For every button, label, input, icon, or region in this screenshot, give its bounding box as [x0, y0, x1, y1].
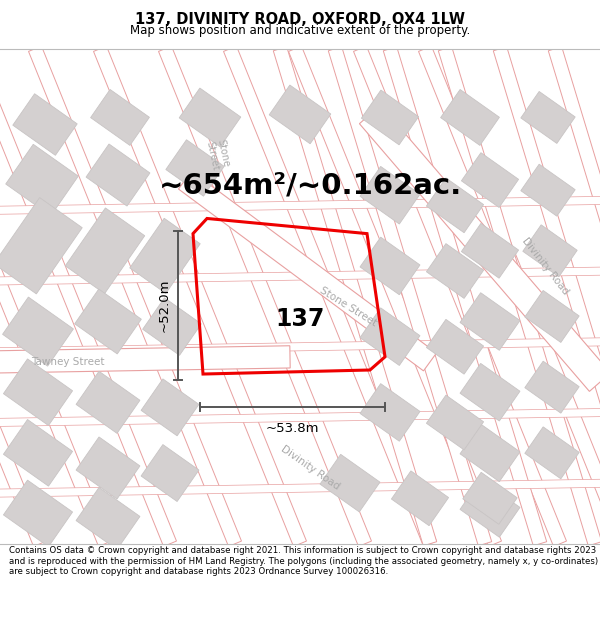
Polygon shape [86, 144, 150, 206]
Polygon shape [0, 196, 600, 214]
Text: 137, DIVINITY ROAD, OXFORD, OX4 1LW: 137, DIVINITY ROAD, OXFORD, OX4 1LW [135, 12, 465, 27]
Polygon shape [521, 164, 575, 216]
Polygon shape [525, 361, 579, 413]
Polygon shape [320, 454, 380, 512]
Polygon shape [360, 384, 420, 441]
Polygon shape [525, 427, 579, 479]
Polygon shape [391, 471, 449, 526]
Polygon shape [0, 46, 112, 546]
Polygon shape [0, 198, 82, 294]
Polygon shape [427, 244, 484, 298]
Polygon shape [274, 47, 437, 546]
Polygon shape [427, 395, 484, 450]
Text: ~52.0m: ~52.0m [157, 279, 170, 332]
Text: 137: 137 [275, 308, 325, 331]
Polygon shape [427, 178, 484, 232]
Polygon shape [0, 46, 176, 546]
Polygon shape [0, 338, 600, 356]
Polygon shape [65, 208, 145, 294]
Text: ~53.8m: ~53.8m [266, 421, 319, 434]
Polygon shape [0, 479, 600, 498]
Polygon shape [383, 47, 547, 546]
Polygon shape [4, 419, 73, 486]
Polygon shape [91, 89, 149, 146]
Text: Divinity Road: Divinity Road [279, 444, 341, 492]
Polygon shape [74, 289, 142, 354]
Polygon shape [360, 166, 420, 224]
Polygon shape [76, 371, 140, 433]
Polygon shape [523, 225, 577, 277]
Polygon shape [361, 90, 419, 145]
Polygon shape [166, 140, 224, 196]
Text: Map shows position and indicative extent of the property.: Map shows position and indicative extent… [130, 24, 470, 36]
Polygon shape [143, 298, 202, 356]
Polygon shape [179, 88, 241, 147]
Polygon shape [141, 379, 199, 436]
Polygon shape [360, 308, 420, 366]
Polygon shape [130, 218, 200, 293]
Polygon shape [6, 144, 78, 216]
Polygon shape [0, 346, 290, 373]
Polygon shape [76, 437, 140, 499]
Polygon shape [158, 46, 371, 546]
Polygon shape [289, 46, 502, 546]
Polygon shape [13, 94, 77, 155]
Polygon shape [461, 223, 518, 278]
Polygon shape [2, 297, 73, 366]
Polygon shape [521, 91, 575, 143]
Polygon shape [461, 152, 518, 208]
Polygon shape [440, 89, 499, 146]
Text: Stone Street: Stone Street [318, 285, 378, 328]
Polygon shape [29, 46, 241, 546]
Polygon shape [360, 237, 420, 295]
Polygon shape [525, 291, 579, 342]
Polygon shape [141, 444, 199, 501]
Polygon shape [548, 47, 600, 546]
Polygon shape [439, 47, 600, 546]
Polygon shape [359, 105, 600, 391]
Polygon shape [353, 46, 566, 546]
Polygon shape [460, 292, 520, 350]
Text: Contains OS data © Crown copyright and database right 2021. This information is : Contains OS data © Crown copyright and d… [9, 546, 598, 576]
Polygon shape [0, 46, 46, 546]
Polygon shape [4, 359, 73, 426]
Polygon shape [419, 46, 600, 546]
Polygon shape [178, 171, 437, 371]
Polygon shape [460, 424, 520, 482]
Polygon shape [4, 480, 73, 547]
Polygon shape [224, 46, 436, 546]
Polygon shape [427, 319, 484, 374]
Polygon shape [76, 488, 140, 549]
Polygon shape [460, 363, 520, 421]
Text: Stone
Street: Stone Street [205, 138, 232, 171]
Polygon shape [269, 85, 331, 144]
Text: Divinity Road: Divinity Road [520, 236, 570, 296]
Polygon shape [328, 47, 491, 546]
Text: Tawney Street: Tawney Street [31, 357, 105, 367]
Polygon shape [460, 479, 520, 538]
Polygon shape [463, 472, 517, 524]
Polygon shape [94, 46, 307, 546]
Polygon shape [493, 47, 600, 546]
Text: ~654m²/~0.162ac.: ~654m²/~0.162ac. [158, 171, 461, 199]
Polygon shape [0, 408, 600, 427]
Polygon shape [0, 267, 600, 285]
